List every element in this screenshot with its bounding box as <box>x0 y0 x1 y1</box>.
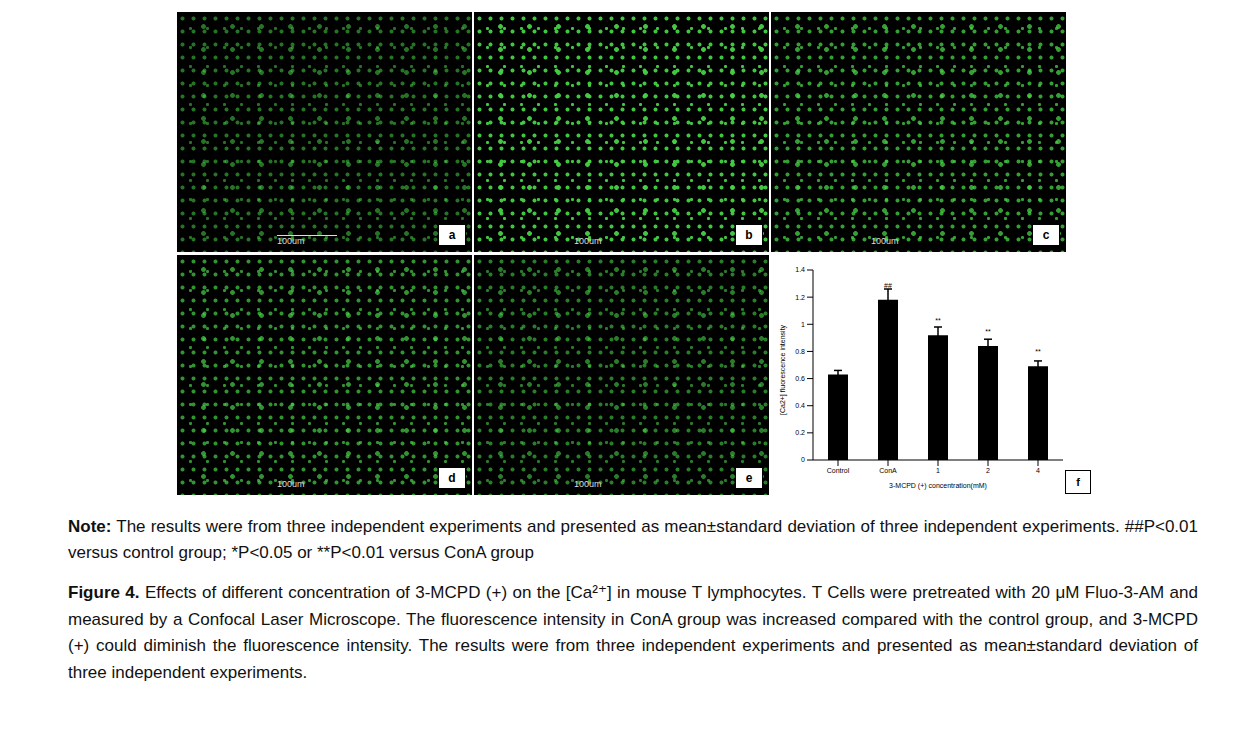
html-text:d: d <box>448 471 456 485</box>
svg-text:0.4: 0.4 <box>795 402 805 409</box>
html-text:Figure 4. Effects of different: Figure 4. Effects of different concentra… <box>68 583 1198 682</box>
html-text:100um: 100um <box>871 236 899 246</box>
svg-text:1.2: 1.2 <box>795 294 805 301</box>
html-text:c: c <box>1042 228 1050 242</box>
svg-text:1: 1 <box>801 321 805 328</box>
svg-text:3-MCPD (+) concentration(mM): 3-MCPD (+) concentration(mM) <box>889 482 987 490</box>
svg-text:0.6: 0.6 <box>795 375 805 382</box>
svg-text:0.8: 0.8 <box>795 348 805 355</box>
svg-text:Control: Control <box>827 467 850 474</box>
html-text:e: e <box>745 471 753 485</box>
svg-text:1: 1 <box>936 467 940 474</box>
svg-text:0: 0 <box>801 456 805 463</box>
html-text:a: a <box>448 228 456 242</box>
html-text:100um: 100um <box>574 236 602 246</box>
svg-text:4: 4 <box>1036 467 1040 474</box>
html-text:f: f <box>1076 476 1080 488</box>
svg-text:ConA: ConA <box>879 467 897 474</box>
svg-text:**: ** <box>985 328 991 335</box>
svg-text:[Ca2+] fluorescence intensity: [Ca2+] fluorescence intensity <box>779 324 787 415</box>
svg-text:0.2: 0.2 <box>795 429 805 436</box>
html-text:Note: The results were from th: Note: The results were from three indepe… <box>68 517 1198 562</box>
html-text:100um: 100um <box>574 479 602 489</box>
html-text:100um: 100um <box>277 479 305 489</box>
svg-text:##: ## <box>884 282 892 289</box>
svg-text:2: 2 <box>986 467 990 474</box>
html-text:100um: 100um <box>277 236 305 246</box>
svg-text:1.4: 1.4 <box>795 266 805 273</box>
html-text:b: b <box>745 228 753 242</box>
svg-text:**: ** <box>1035 348 1041 355</box>
svg-text:**: ** <box>935 317 941 324</box>
